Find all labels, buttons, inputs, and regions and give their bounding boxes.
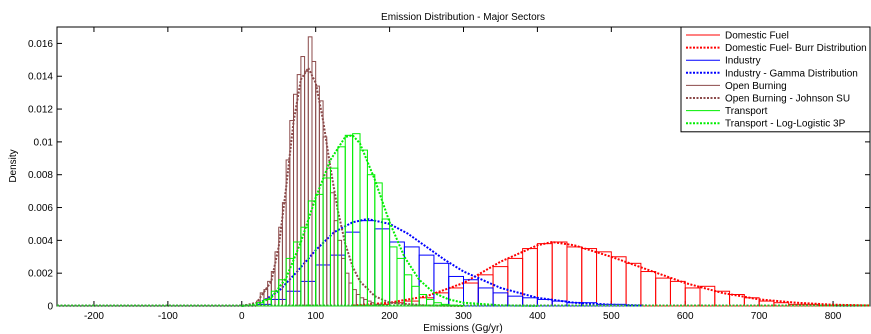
- x-tick-label: 300: [455, 311, 472, 322]
- legend: Domestic Fuel Domestic Fuel- Burr Distri…: [680, 26, 871, 133]
- legend-box: [680, 26, 871, 133]
- y-tick-label: 0.014: [28, 72, 53, 83]
- fit-curve: [241, 217, 649, 307]
- x-tick-label: 400: [529, 311, 546, 322]
- fit-curve: [241, 134, 538, 307]
- x-tick-label: 500: [603, 311, 620, 322]
- y-tick-label: 0.012: [28, 105, 53, 116]
- y-tick-label: 0: [47, 302, 53, 313]
- fit-curve: [352, 240, 871, 307]
- x-axis-title: Emissions (Gg/yr): [423, 323, 502, 334]
- plot-series: [57, 36, 871, 307]
- legend-label: Industry: [725, 56, 761, 67]
- series-industry-gamma-distribution: [241, 217, 649, 307]
- y-tick-label: 0.006: [28, 203, 53, 214]
- x-tick-label: -100: [158, 311, 178, 322]
- y-tick-label: 0.01: [34, 137, 54, 148]
- y-tick-label: 0.016: [28, 39, 53, 50]
- legend-label: Domestic Fuel- Burr Distribution: [725, 43, 867, 54]
- chart-title: Emission Distribution - Major Sectors: [381, 12, 545, 23]
- series-transport-log-logistic-3p: [241, 134, 538, 307]
- y-tick-label: 0.008: [28, 170, 53, 181]
- axis-ticks: -200 -100 0 100 200 300 400 500 600 700 800 0 0.002 0…: [28, 27, 870, 322]
- x-tick-label: 0: [239, 311, 245, 322]
- legend-label: Open Burning: [725, 81, 787, 92]
- y-axis-title: Density: [8, 149, 19, 182]
- histogram-bar: [625, 304, 642, 307]
- x-tick-label: 800: [825, 311, 842, 322]
- x-tick-label: 100: [307, 311, 324, 322]
- y-tick-label: 0.004: [28, 236, 53, 247]
- legend-label: Transport - Log-Logistic 3P: [725, 119, 846, 130]
- legend-label: Industry - Gamma Distribution: [725, 68, 858, 79]
- x-tick-label: -200: [84, 311, 104, 322]
- x-tick-label: 700: [751, 311, 768, 322]
- legend-label: Domestic Fuel: [725, 31, 789, 42]
- y-tick-label: 0.002: [28, 269, 53, 280]
- series-domestic-fuel-burr-distribution: [352, 240, 871, 307]
- legend-label: Transport: [725, 106, 768, 117]
- x-tick-label: 600: [677, 311, 694, 322]
- x-tick-label: 200: [381, 311, 398, 322]
- legend-label: Open Burning - Johnson SU: [725, 94, 850, 105]
